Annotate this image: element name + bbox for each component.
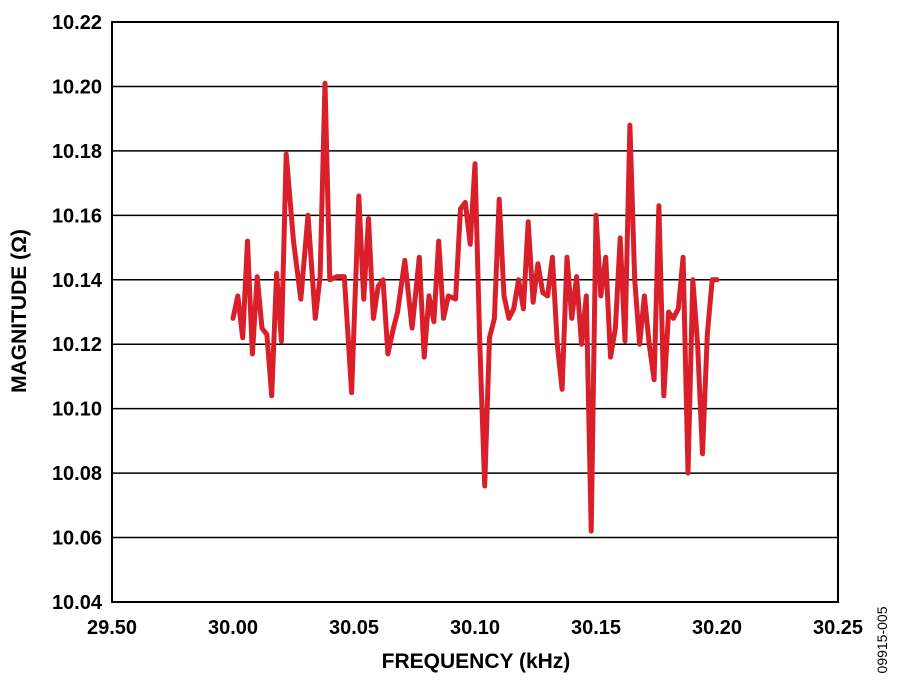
y-tick-label: 10.22 bbox=[52, 12, 102, 34]
x-tick-label: 30.15 bbox=[571, 617, 621, 639]
x-axis-title: FREQUENCY (kHz) bbox=[382, 650, 571, 673]
y-tick-label: 10.10 bbox=[52, 399, 102, 421]
series-line-0 bbox=[230, 80, 720, 534]
plot-frame bbox=[111, 21, 839, 603]
y-tick-label: 10.20 bbox=[52, 76, 102, 98]
x-tick-labels: 29.50 30.00 30.05 30.10 30.15 30.20 30.25 bbox=[87, 617, 863, 639]
y-tick-label: 10.18 bbox=[52, 141, 102, 163]
x-tick-label: 30.25 bbox=[813, 617, 863, 639]
x-tick-label: 30.10 bbox=[450, 617, 500, 639]
y-tick-label: 10.16 bbox=[52, 205, 102, 227]
gridlines bbox=[112, 21, 838, 603]
x-tick-label: 30.00 bbox=[208, 617, 258, 639]
x-tick-label: 30.05 bbox=[329, 617, 379, 639]
y-tick-label: 10.12 bbox=[52, 334, 102, 356]
y-axis-title: MAGNITUDE (Ω) bbox=[8, 229, 31, 393]
x-tick-label: 29.50 bbox=[87, 617, 137, 639]
figure-id: 09915-005 bbox=[874, 606, 890, 673]
y-tick-label: 10.06 bbox=[52, 528, 102, 550]
series-layer bbox=[230, 80, 720, 534]
y-tick-label: 10.08 bbox=[52, 463, 102, 485]
y-tick-label: 10.14 bbox=[52, 270, 103, 292]
y-tick-label: 10.04 bbox=[52, 592, 103, 614]
y-tick-labels: 10.04 10.06 10.08 10.10 10.12 10.14 10.16 10.18… bbox=[52, 12, 103, 614]
x-tick-label: 30.20 bbox=[692, 617, 742, 639]
